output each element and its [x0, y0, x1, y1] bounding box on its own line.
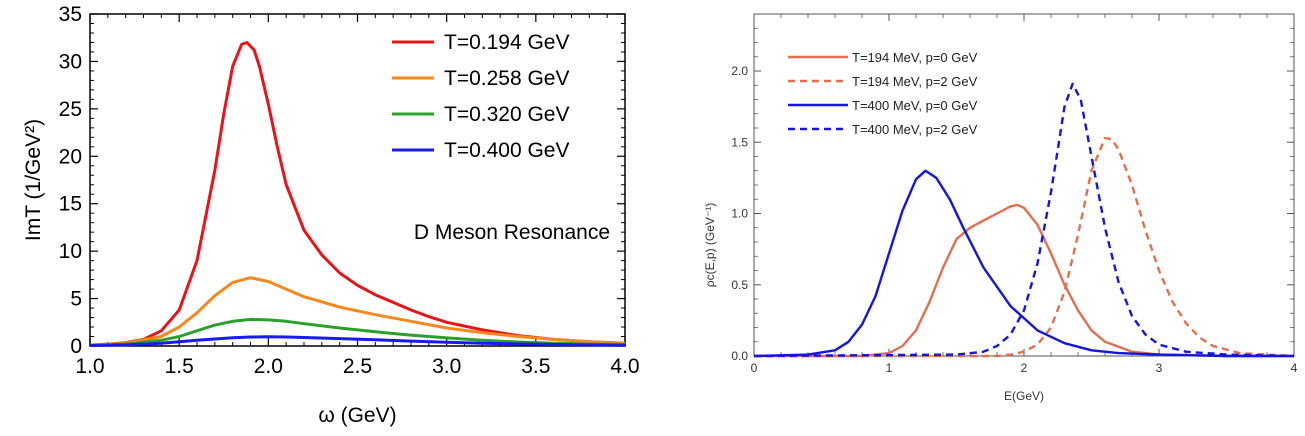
- left-y-axis-label: ImT (1/GeV²): [22, 119, 45, 241]
- right-plot-frame: [753, 13, 1295, 357]
- left-annotation: D Meson Resonance: [414, 221, 610, 244]
- right-y-tick-label: 0.0: [731, 349, 748, 363]
- left-y-tick-label: 10: [59, 240, 82, 263]
- left-legend-label-3: T=0.400 GeV: [444, 139, 570, 162]
- left-x-tick-label: 1.0: [75, 355, 104, 378]
- right-x-tick-label: 3: [1156, 361, 1163, 375]
- left-legend-label-1: T=0.258 GeV: [444, 67, 570, 90]
- left-plot-frame: [89, 13, 626, 347]
- left-chart-panel: 1.0 1.5 2.0 2.5 3.0 3.5 4.0 0 5 10 15 20 25 30 35 ω (Ge…: [22, 3, 640, 427]
- right-x-tick-label: 0: [751, 361, 758, 375]
- left-y-tick-label: 0: [70, 335, 82, 358]
- left-legend-label-0: T=0.194 GeV: [444, 31, 570, 54]
- right-series-line-3: [753, 82, 1295, 358]
- left-y-tick-label: 20: [59, 145, 82, 168]
- right-x-tick-label: 2: [1021, 361, 1028, 375]
- left-series-line-0: [89, 41, 626, 347]
- left-y-tick-label: 5: [70, 288, 82, 311]
- right-y-tick-label: 1.0: [731, 207, 748, 221]
- left-series-line-1: [89, 276, 626, 347]
- right-legend-label-2: T=400 MeV, p=0 GeV: [852, 98, 978, 113]
- right-series-line-2: [753, 169, 1294, 358]
- right-x-tick-label: 1: [886, 361, 893, 375]
- right-y-tick-label: 0.5: [731, 278, 748, 292]
- right-series-line-1: [754, 136, 1295, 358]
- left-y-tick-label: 35: [59, 3, 82, 26]
- left-series-line-2: [89, 317, 626, 347]
- left-y-tick-label: 15: [59, 193, 82, 216]
- right-legend-label-0: T=194 MeV, p=0 GeV: [852, 50, 978, 65]
- right-x-tick-label: 4: [1291, 361, 1298, 375]
- left-series-line-3: [89, 335, 626, 347]
- left-x-tick-label: 3.5: [521, 355, 550, 378]
- left-y-tick-label: 25: [59, 98, 82, 121]
- left-x-tick-label: 4.0: [610, 355, 639, 378]
- left-legend-label-2: T=0.320 GeV: [444, 103, 570, 126]
- right-x-axis-label: E(GeV): [1004, 389, 1044, 403]
- right-y-tick-label: 2.0: [731, 64, 748, 78]
- left-x-tick-label: 2.5: [343, 355, 372, 378]
- left-x-tick-label: 2.0: [254, 355, 283, 378]
- left-x-tick-label: 1.5: [165, 355, 194, 378]
- left-x-axis-label: ω (GeV): [318, 404, 396, 427]
- right-legend-label-1: T=194 MeV, p=2 GeV: [852, 74, 978, 89]
- left-y-tick-label: 30: [59, 50, 82, 73]
- right-legend-label-3: T=400 MeV, p=2 GeV: [852, 122, 978, 137]
- right-chart-panel: 0 1 2 3 4 0.0 0.5 1.0 1.5 2.0 E(GeV) ρc(E,p) (GeV⁻¹…: [703, 13, 1298, 403]
- right-series-line-0: [754, 203, 1294, 358]
- right-y-tick-label: 1.5: [731, 135, 748, 149]
- right-y-axis-label: ρc(E,p) (GeV⁻¹): [703, 203, 717, 288]
- left-x-tick-label: 3.0: [432, 355, 461, 378]
